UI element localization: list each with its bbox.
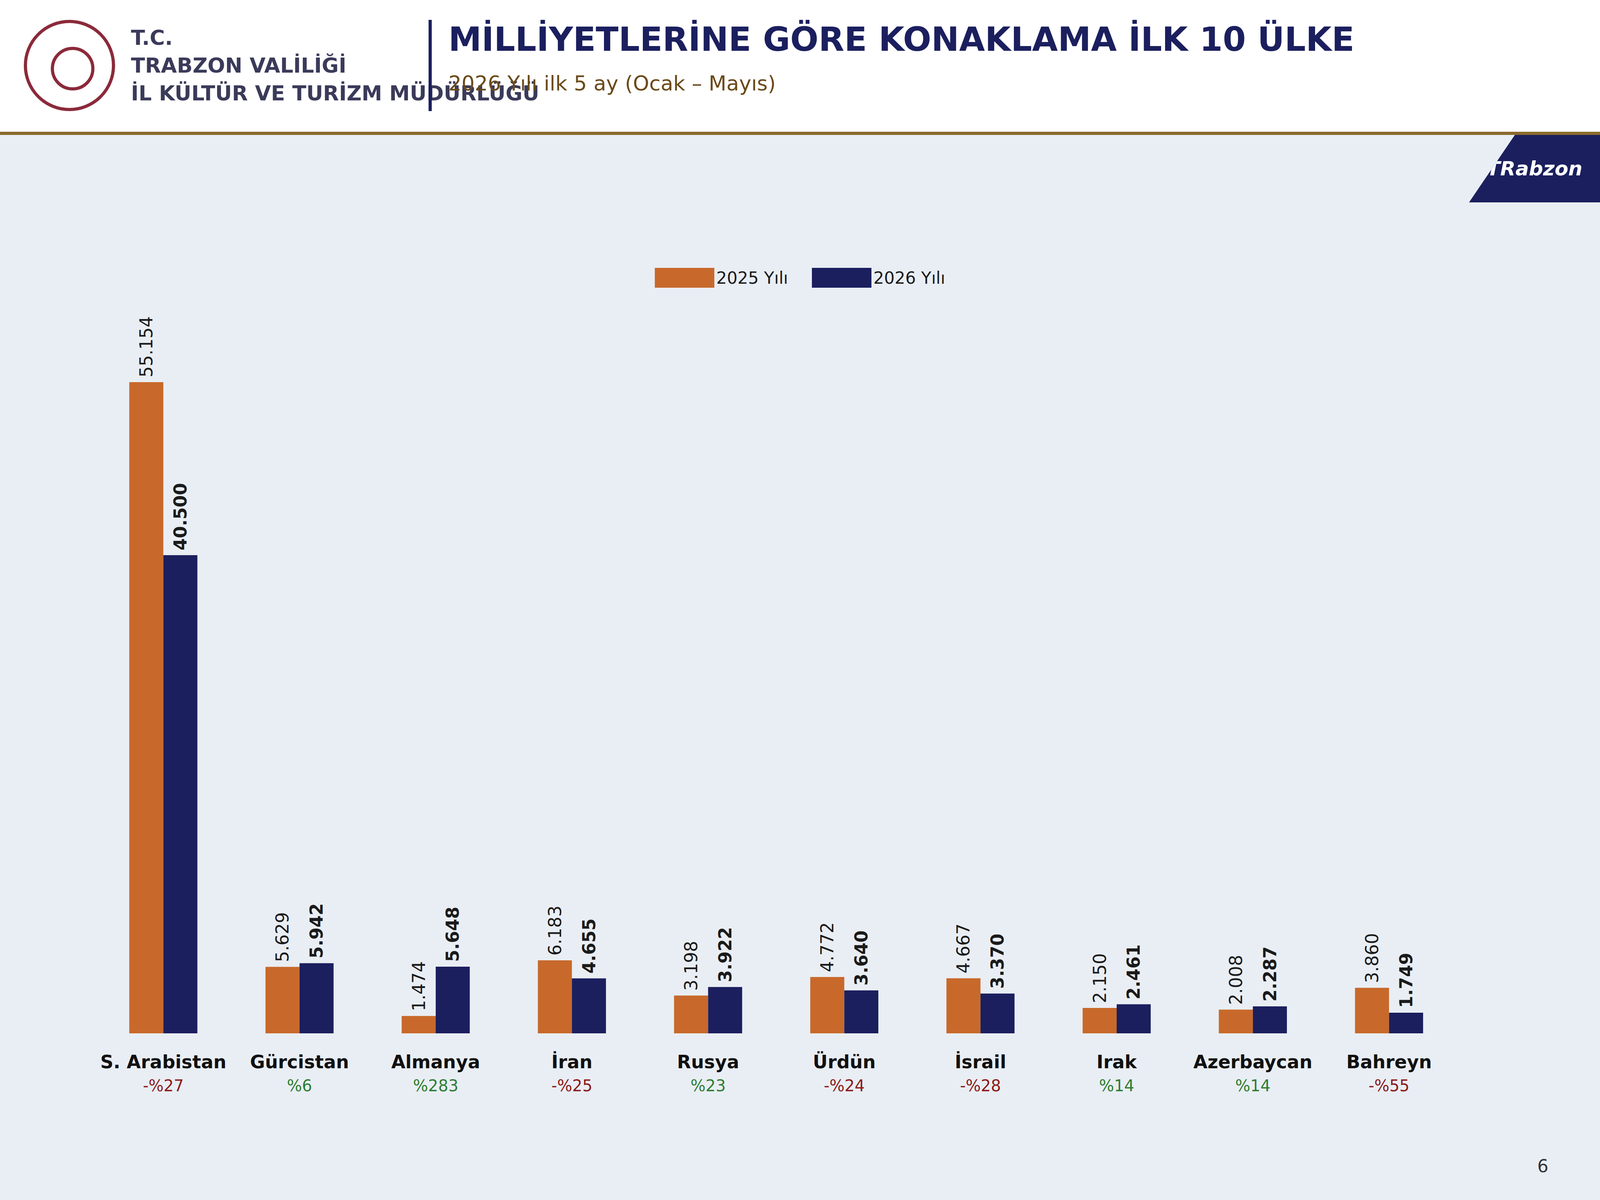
svg-text:3.922: 3.922: [715, 926, 736, 983]
svg-text:2026 Yılı: 2026 Yılı: [873, 268, 946, 288]
html-text:TRABZON VALİLİĞİ: TRABZON VALİLİĞİ: [130, 53, 347, 78]
svg-text:4.772: 4.772: [817, 922, 838, 973]
svg-text:3.640: 3.640: [851, 930, 872, 986]
html-text:İL KÜLTÜR VE TURİZM MÜDÜRLÜĞÜ: İL KÜLTÜR VE TURİZM MÜDÜRLÜĞÜ: [130, 81, 540, 106]
svg-text:Almanya: Almanya: [391, 1051, 481, 1073]
svg-text:5.942: 5.942: [306, 903, 327, 959]
svg-text:1.749: 1.749: [1396, 952, 1417, 1008]
svg-text:5.629: 5.629: [272, 912, 293, 963]
svg-text:%14: %14: [1099, 1076, 1135, 1095]
svg-text:2.461: 2.461: [1123, 944, 1144, 1000]
html-text:2026 Yılı ilk 5 ay (Ocak – May: 2026 Yılı ilk 5 ay (Ocak – Mayıs): [448, 71, 776, 96]
svg-text:3.198: 3.198: [680, 940, 702, 991]
svg-text:4.655: 4.655: [578, 918, 600, 974]
svg-text:Irak: Irak: [1096, 1051, 1138, 1073]
svg-text:Rusya: Rusya: [676, 1051, 740, 1073]
svg-text:3.370: 3.370: [987, 933, 1008, 989]
svg-text:S. Arabistan: S. Arabistan: [100, 1051, 227, 1073]
svg-text:40.500: 40.500: [170, 482, 191, 551]
html-text:6: 6: [1537, 1155, 1549, 1177]
html-text:TRabzon: TRabzon: [1486, 157, 1583, 181]
svg-text:%23: %23: [690, 1076, 726, 1095]
svg-text:İsrail: İsrail: [954, 1051, 1007, 1073]
svg-text:3.860: 3.860: [1361, 932, 1383, 983]
svg-text:5.648: 5.648: [442, 906, 463, 962]
svg-text:6.183: 6.183: [544, 905, 566, 956]
svg-text:-%24: -%24: [823, 1076, 865, 1095]
svg-text:-%28: -%28: [959, 1076, 1001, 1095]
svg-text:Bahreyn: Bahreyn: [1346, 1051, 1432, 1073]
svg-text:2.008: 2.008: [1225, 954, 1247, 1005]
svg-text:İran: İran: [551, 1051, 593, 1073]
svg-text:Ürdün: Ürdün: [812, 1051, 876, 1073]
svg-text:2025 Yılı: 2025 Yılı: [716, 268, 789, 288]
html-text:T.C.: T.C.: [130, 25, 173, 50]
svg-text:%283: %283: [413, 1076, 459, 1095]
svg-text:2.150: 2.150: [1089, 953, 1110, 1004]
svg-text:-%25: -%25: [551, 1076, 593, 1095]
svg-text:4.667: 4.667: [953, 923, 974, 974]
svg-text:%14: %14: [1235, 1076, 1271, 1095]
svg-text:Gürcistan: Gürcistan: [250, 1051, 349, 1073]
svg-text:55.154: 55.154: [136, 316, 157, 378]
svg-text:1.474: 1.474: [408, 961, 429, 1012]
svg-text:2.287: 2.287: [1259, 946, 1281, 1002]
svg-text:Azerbaycan: Azerbaycan: [1193, 1051, 1313, 1073]
html-text:MİLLİYETLERİNE GÖRE KONAKLAMA: MİLLİYETLERİNE GÖRE KONAKLAMA İLK 10 ÜLK…: [448, 19, 1355, 59]
svg-text:-%55: -%55: [1368, 1076, 1410, 1095]
svg-text:-%27: -%27: [142, 1076, 184, 1095]
svg-text:%6: %6: [286, 1076, 312, 1095]
